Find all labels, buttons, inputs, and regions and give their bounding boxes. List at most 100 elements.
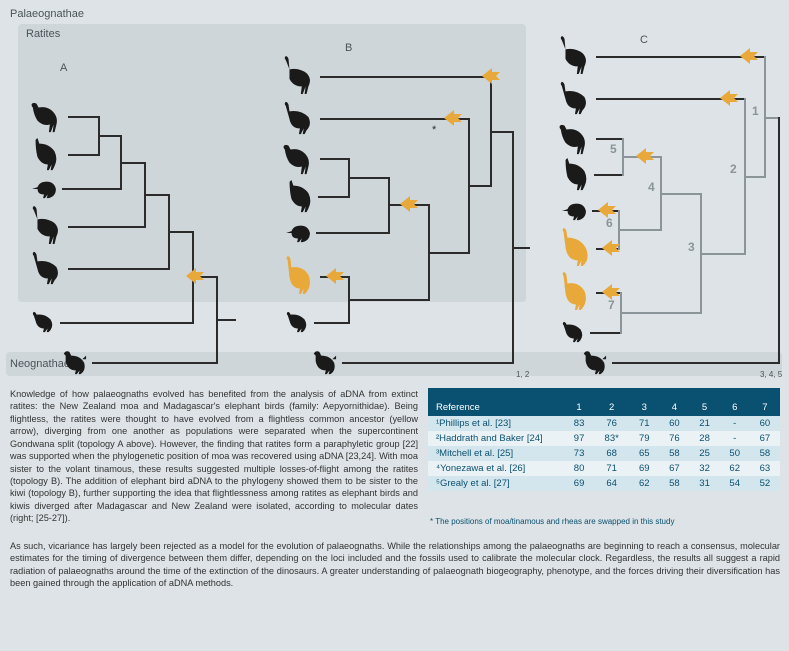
branch xyxy=(490,131,512,133)
flight-loss-arrow xyxy=(602,240,620,256)
node-header-4: 4 xyxy=(659,388,689,416)
ratites-label: Ratites xyxy=(26,28,60,40)
branch xyxy=(68,154,98,156)
flight-loss-arrow xyxy=(602,284,620,300)
neognathae-box xyxy=(6,352,782,376)
tree-a-label: A xyxy=(60,62,67,74)
tinamou-silhouette xyxy=(284,310,310,334)
moa-silhouette-gold xyxy=(556,272,592,312)
branch xyxy=(348,177,388,179)
emu-silhouette xyxy=(556,122,594,156)
branch xyxy=(60,322,192,324)
table-row: ⁴Yonezawa et al. [26]80716967326263 xyxy=(428,461,780,476)
branch xyxy=(320,158,348,160)
flight-loss-arrow xyxy=(482,68,500,84)
flight-loss-arrow xyxy=(598,202,616,218)
palaeognathae-label: Palaeognathae xyxy=(10,8,84,20)
rhea-silhouette xyxy=(556,80,592,116)
branch xyxy=(428,252,468,254)
branch xyxy=(342,362,512,364)
branch xyxy=(144,194,168,196)
moa-silhouette-gold xyxy=(280,256,316,296)
branch xyxy=(594,174,622,176)
node-2: 2 xyxy=(730,162,737,176)
node-7: 7 xyxy=(608,298,615,312)
body-text-bottom: As such, vicariance has largely been rej… xyxy=(10,540,780,590)
branch xyxy=(596,56,764,58)
flight-loss-arrow xyxy=(444,110,462,126)
body-text-top: Knowledge of how palaeognaths evolved ha… xyxy=(10,388,418,525)
node-6: 6 xyxy=(606,216,613,230)
elephant-bird-silhouette-gold xyxy=(556,228,592,268)
node-3: 3 xyxy=(688,240,695,254)
branch xyxy=(316,232,388,234)
kiwi-silhouette xyxy=(284,222,312,244)
tinamou-silhouette xyxy=(30,310,56,334)
node-5: 5 xyxy=(610,142,617,156)
branch xyxy=(660,193,700,195)
node-header-7: 7 xyxy=(750,388,780,416)
ref-header: Reference xyxy=(428,388,564,416)
cassowary-silhouette xyxy=(558,158,592,192)
branch xyxy=(62,188,120,190)
branch xyxy=(92,362,216,364)
chicken-silhouette xyxy=(60,350,88,376)
emu-silhouette xyxy=(280,142,318,176)
branch xyxy=(700,253,744,255)
flight-loss-arrow xyxy=(326,268,344,284)
asterisk-marker: * xyxy=(432,124,436,136)
ostrich-silhouette xyxy=(556,36,592,76)
table-footnote: * The positions of moa/tinamous and rhea… xyxy=(430,517,674,526)
branch xyxy=(318,196,348,198)
branch xyxy=(778,117,780,364)
node-4: 4 xyxy=(648,180,655,194)
node-header-1: 1 xyxy=(564,388,594,416)
node-1: 1 xyxy=(752,104,759,118)
chicken-silhouette xyxy=(310,350,338,376)
rhea-silhouette xyxy=(28,250,64,286)
cite-b: 1, 2 xyxy=(516,370,529,379)
tinamou-silhouette xyxy=(560,320,586,344)
branch xyxy=(98,135,120,137)
branch xyxy=(468,185,490,187)
ratites-box xyxy=(18,24,526,302)
table-row: ³Mitchell et al. [25]73686558255058 xyxy=(428,446,780,461)
flight-loss-arrow xyxy=(400,196,418,212)
branch xyxy=(744,176,764,178)
tree-c-label: C xyxy=(640,34,648,46)
table-row: ⁵Grealy et al. [27]69646258315452 xyxy=(428,476,780,491)
ostrich-silhouette xyxy=(280,56,316,96)
branch xyxy=(618,229,660,231)
kiwi-silhouette xyxy=(560,200,588,222)
branch xyxy=(612,362,778,364)
emu-silhouette xyxy=(28,100,66,134)
branch xyxy=(68,226,144,228)
node-header-6: 6 xyxy=(720,388,750,416)
flight-loss-arrow xyxy=(186,268,204,284)
branch xyxy=(168,231,192,233)
branch xyxy=(348,299,428,301)
branch xyxy=(512,247,530,249)
ostrich-silhouette xyxy=(28,206,64,246)
branch xyxy=(68,268,168,270)
branch xyxy=(590,332,620,334)
node-age-table: Reference 1 2 3 4 5 6 7 ¹Phillips et al.… xyxy=(428,388,780,491)
cite-c: 3, 4, 5 xyxy=(760,370,782,379)
branch xyxy=(596,138,622,140)
node-header-5: 5 xyxy=(690,388,720,416)
branch xyxy=(216,319,236,321)
branch xyxy=(68,116,98,118)
node-header-2: 2 xyxy=(594,388,629,416)
rhea-silhouette xyxy=(280,100,316,136)
flight-loss-arrow xyxy=(636,148,654,164)
flight-loss-arrow xyxy=(720,90,738,106)
branch xyxy=(120,162,144,164)
kiwi-silhouette xyxy=(30,178,58,200)
tree-b-label: B xyxy=(345,42,352,54)
table-row: ¹Phillips et al. [23]8376716021-60 xyxy=(428,416,780,431)
node-header-3: 3 xyxy=(629,388,659,416)
table-row: ²Haddrath and Baker [24]9783*797628-67 xyxy=(428,431,780,446)
branch xyxy=(764,117,778,119)
cassowary-silhouette xyxy=(282,180,316,214)
chicken-silhouette xyxy=(580,350,608,376)
